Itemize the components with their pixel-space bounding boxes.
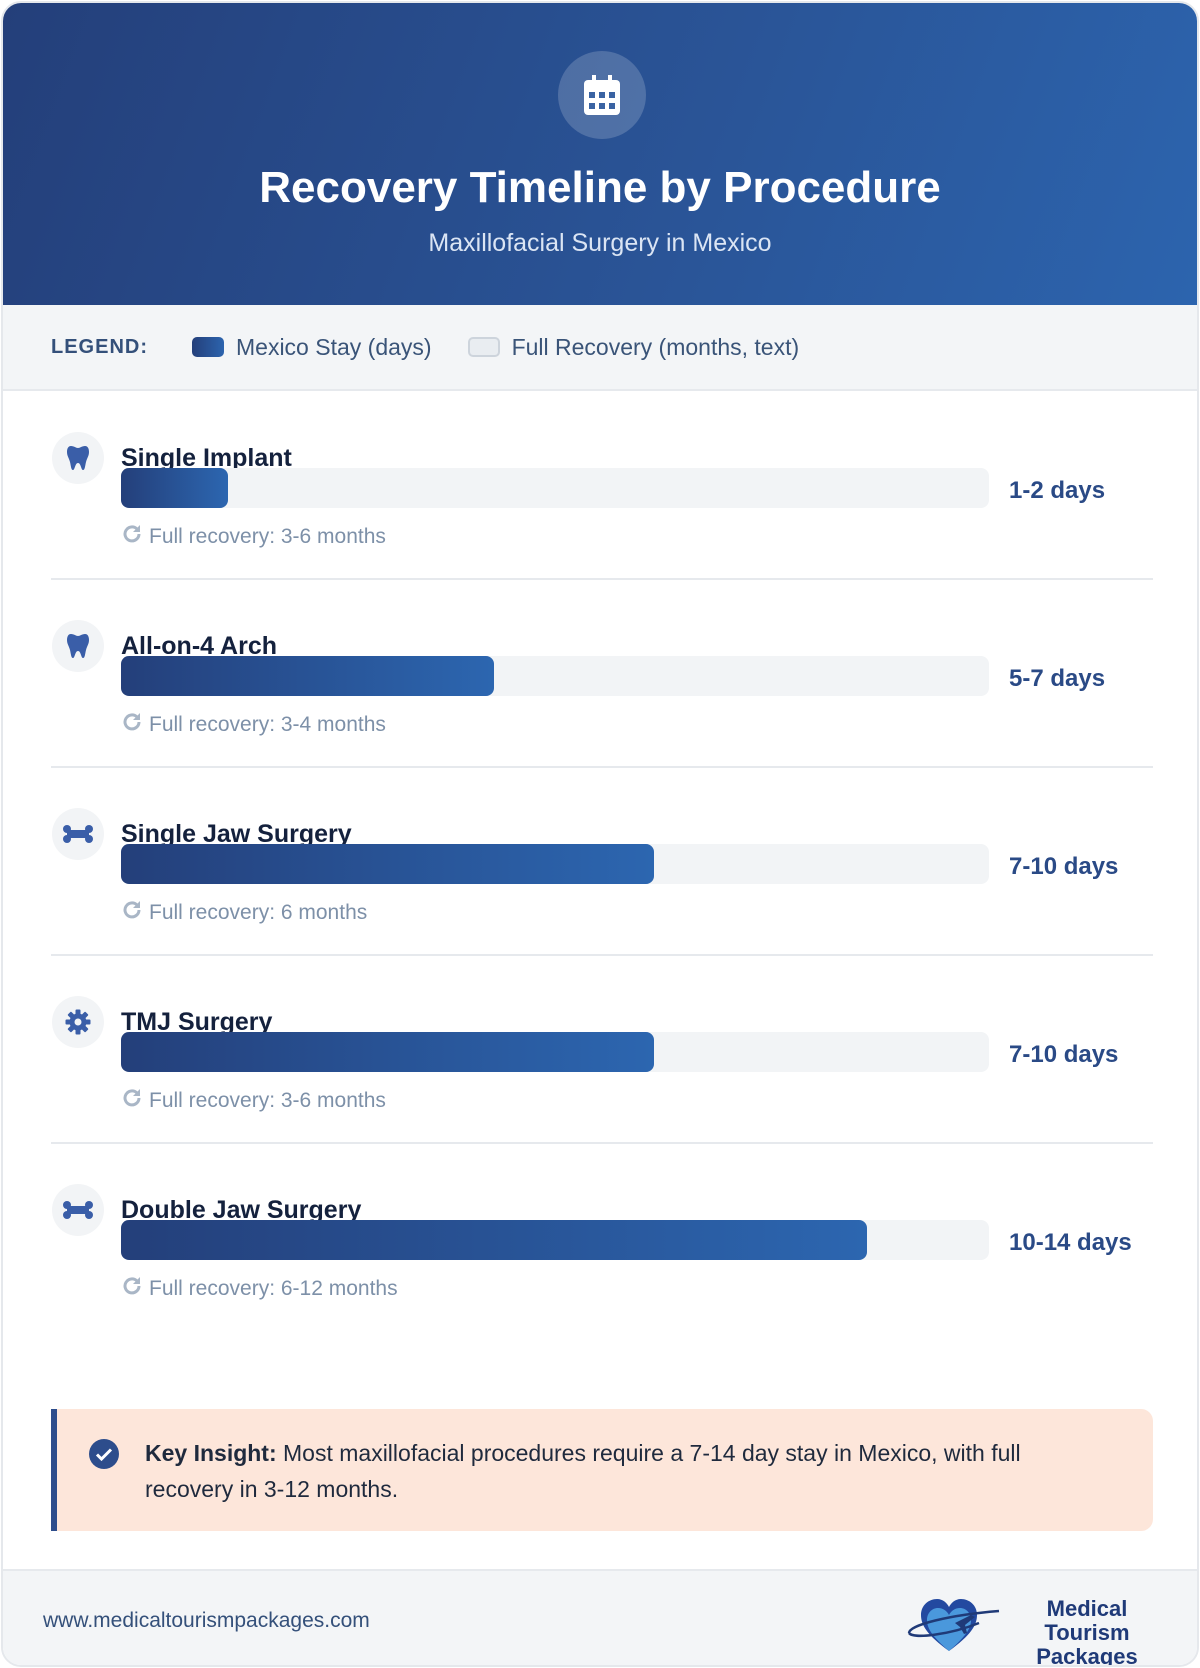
bar-track (121, 1032, 989, 1072)
bar-mexico-stay (121, 1220, 867, 1260)
insight-title: Key Insight: (145, 1440, 277, 1466)
procedure-name: Single Jaw Surgery (121, 820, 352, 848)
insight-text: Most maxillofacial procedures require a … (145, 1440, 1021, 1502)
bar-data-label: 5-7 days (1009, 665, 1106, 692)
legend-swatch-recovery (467, 337, 500, 357)
legend-label: LEGEND: (51, 335, 148, 358)
page-subtitle: Maxillofacial Surgery in Mexico (428, 229, 772, 257)
page-title: Recovery Timeline by Procedure (259, 163, 941, 212)
bone-icon (52, 1184, 104, 1236)
bar-data-label: 1-2 days (1009, 477, 1106, 504)
tooth-icon (52, 620, 104, 672)
refresh-icon (121, 1275, 149, 1303)
brand-logo: Medical Tourism Packages (907, 1593, 1167, 1665)
procedure-name: Double Jaw Surgery (121, 1196, 362, 1224)
bone-icon (52, 808, 104, 860)
bar-data-label: 7-10 days (1009, 853, 1119, 880)
legend-item-recovery: Full Recovery (months, text) (511, 333, 800, 360)
bar-track (121, 1220, 989, 1260)
recovery-text: Full recovery: 6 months (149, 901, 368, 924)
bar-mexico-stay (121, 1032, 654, 1072)
header: Recovery Timeline by Procedure Maxillofa… (3, 3, 1197, 305)
refresh-icon (121, 899, 149, 927)
legend-item-stay: Mexico Stay (days) (236, 333, 432, 360)
legend: LEGEND: Mexico Stay (days) Full Recovery… (3, 305, 1197, 391)
chart-row: TMJ Surgery 7-10 days Full recovery: 3-6 m… (51, 956, 1153, 1144)
recovery-text: Full recovery: 3-6 months (149, 525, 386, 548)
refresh-icon (121, 711, 149, 739)
bar-track (121, 656, 989, 696)
refresh-icon (121, 1087, 149, 1115)
procedure-name: TMJ Surgery (121, 1008, 273, 1036)
logo-line1: Medical Tourism (1044, 1596, 1130, 1645)
footer: www.medicaltourismpackages.com Medical T… (3, 1569, 1197, 1665)
recovery-text: Full recovery: 3-4 months (149, 713, 386, 736)
calendar-icon (558, 51, 646, 139)
refresh-icon (121, 523, 149, 551)
check-circle-icon (89, 1439, 119, 1469)
chart-row: All-on-4 Arch 5-7 days Full recovery: 3-4 … (51, 580, 1153, 768)
tooth-icon (52, 432, 104, 484)
recovery-note: Full recovery: 3-6 months (121, 1087, 386, 1115)
procedure-name: All-on-4 Arch (121, 632, 278, 660)
heart-plane-icon (907, 1599, 1000, 1651)
recovery-note: Full recovery: 6 months (121, 899, 367, 927)
bar-track (121, 468, 989, 508)
recovery-note: Full recovery: 3-4 months (121, 711, 386, 739)
chart-row: Single Jaw Surgery 7-10 days Full recovery… (51, 768, 1153, 956)
bar-data-label: 10-14 days (1009, 1229, 1132, 1256)
bar-mexico-stay (121, 844, 654, 884)
recovery-note: Full recovery: 6-12 months (121, 1275, 398, 1303)
bar-mexico-stay (121, 468, 228, 508)
legend-swatch-stay (192, 337, 224, 357)
logo-line2: Packages (1036, 1644, 1138, 1667)
bar-data-label: 7-10 days (1009, 1041, 1119, 1068)
procedure-name: Single Implant (121, 444, 292, 472)
recovery-text: Full recovery: 3-6 months (149, 1089, 386, 1112)
gear-icon (52, 996, 104, 1048)
bar-track (121, 844, 989, 884)
key-insight: Key Insight: Most maxillofacial procedur… (51, 1409, 1153, 1531)
recovery-note: Full recovery: 3-6 months (121, 523, 386, 551)
bar-mexico-stay (121, 656, 494, 696)
chart-row: Double Jaw Surgery 10-14 days Full recover… (51, 1144, 1153, 1332)
recovery-text: Full recovery: 6-12 months (149, 1277, 398, 1300)
footer-url[interactable]: www.medicaltourismpackages.com (43, 1609, 370, 1632)
chart-row: Single Implant 1-2 days Full recovery: 3-6… (51, 392, 1153, 580)
